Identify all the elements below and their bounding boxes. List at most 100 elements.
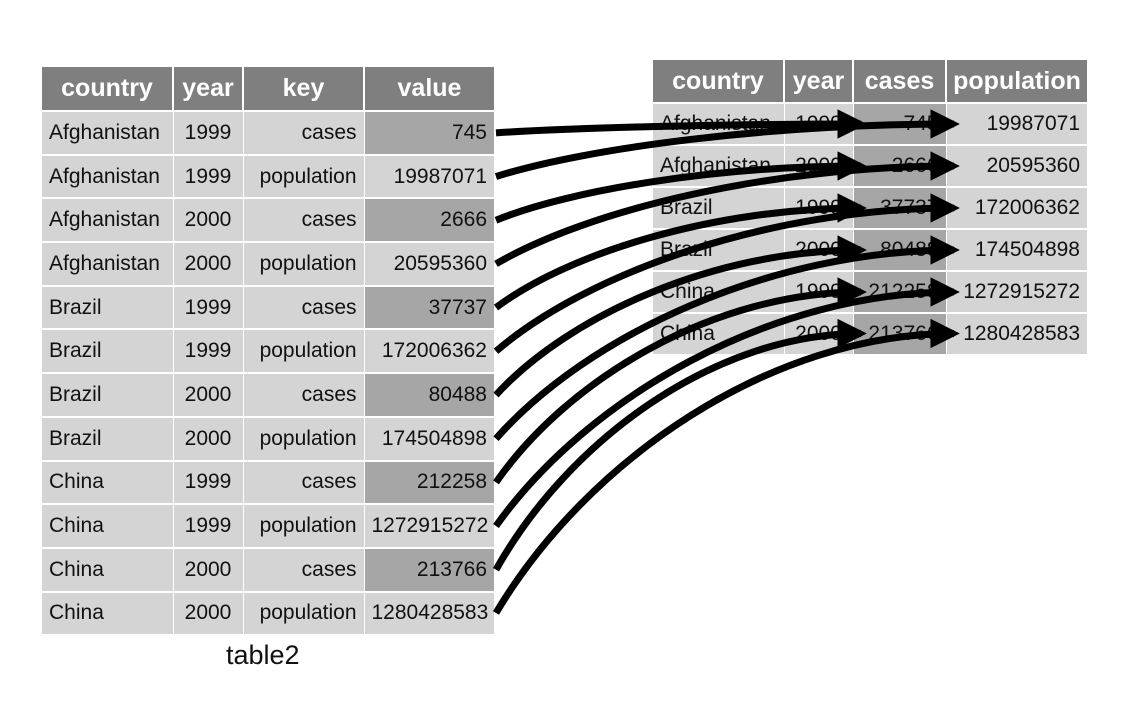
table-cell: Afghanistan (653, 102, 785, 145)
table-cell: 212258 (853, 270, 947, 313)
table-cell: 2000 (173, 197, 244, 243)
table-row: China 2000 213766 1280428583 (653, 312, 1087, 354)
table-cell: 172006362 (946, 186, 1087, 229)
table-cell: China (42, 546, 174, 592)
table-cell: population (243, 153, 365, 199)
table-cell: China (42, 590, 174, 635)
table-cell: 37737 (853, 186, 947, 229)
table-cell: Brazil (653, 186, 785, 229)
table-cell: 2000 (173, 590, 244, 635)
table-cell: 1999 (173, 459, 244, 505)
table-row: Afghanistan 2000 2666 20595360 (653, 144, 1087, 187)
table-row: China 1999 population 1272915272 (42, 503, 494, 548)
table-cell: Brazil (653, 228, 785, 271)
header-cell: cases (853, 60, 947, 103)
table-row: Afghanistan 2000 population 20595360 (42, 241, 494, 286)
table-caption: table2 (226, 640, 300, 670)
table-cell: 1272915272 (364, 503, 494, 548)
table-cell: 20595360 (364, 241, 494, 286)
table-cell: cases (243, 459, 365, 505)
table-cell: Brazil (42, 284, 174, 330)
table-cell: 2666 (853, 144, 947, 187)
table-cell: 1280428583 (364, 590, 494, 635)
table-cell: 174504898 (946, 228, 1087, 271)
table-cell: China (653, 270, 785, 313)
header-cell: year (784, 60, 854, 103)
table-cell: cases (243, 546, 365, 592)
table-cell: 745 (364, 110, 494, 155)
table-cell: Afghanistan (42, 110, 174, 155)
table-row: Afghanistan 1999 population 19987071 (42, 153, 494, 199)
table-cell: population (243, 415, 365, 461)
table-cell: China (653, 312, 785, 354)
table-cell: 2000 (784, 228, 854, 271)
table-cell: Brazil (42, 328, 174, 374)
table-cell: 2000 (784, 312, 854, 354)
table-row: China 2000 population 1280428583 (42, 590, 494, 635)
table-cell: Afghanistan (42, 197, 174, 243)
table-cell: population (243, 590, 365, 635)
header-cell: population (946, 60, 1087, 103)
table-row: China 1999 cases 212258 (42, 459, 494, 505)
table-cell: 2000 (173, 546, 244, 592)
table-cell: 1999 (173, 153, 244, 199)
header-cell: country (42, 67, 174, 111)
table-cell: 2000 (173, 241, 244, 286)
table-row: Afghanistan 2000 cases 2666 (42, 197, 494, 243)
table-row: Brazil 2000 population 174504898 (42, 415, 494, 461)
mapping-arrow (492, 318, 867, 572)
table-cell: China (42, 459, 174, 505)
table-cell: China (42, 503, 174, 548)
table-row: Brazil 2000 cases 80488 (42, 372, 494, 417)
table-cell: 2000 (784, 144, 854, 187)
tidy-table: country year cases population Afghanista… (653, 60, 1087, 354)
table-cell: 1272915272 (946, 270, 1087, 313)
table-cell: 2666 (364, 197, 494, 243)
table-cell: 37737 (364, 284, 494, 330)
header-cell: key (243, 67, 365, 111)
table-row: China 2000 cases 213766 (42, 546, 494, 592)
table-cell: 1999 (173, 284, 244, 330)
table-cell: Afghanistan (42, 241, 174, 286)
table-cell: 80488 (853, 228, 947, 271)
table-cell: 1280428583 (946, 312, 1087, 354)
table-cell: population (243, 241, 365, 286)
table-cell: cases (243, 284, 365, 330)
table-cell: 19987071 (946, 102, 1087, 145)
table-cell: 212258 (364, 459, 494, 505)
table-cell: 80488 (364, 372, 494, 417)
table-cell: 1999 (784, 102, 854, 145)
header-row: country year key value (42, 67, 494, 111)
table2: country year key value Afghanistan 1999 ca… (42, 67, 494, 635)
table-cell: 1999 (784, 186, 854, 229)
table-cell: 19987071 (364, 153, 494, 199)
table-row: Afghanistan 1999 cases 745 (42, 110, 494, 155)
table-cell: cases (243, 372, 365, 417)
table-cell: 172006362 (364, 328, 494, 374)
header-cell: year (173, 67, 244, 111)
header-cell: value (364, 67, 494, 111)
table-cell: cases (243, 110, 365, 155)
table-cell: 213766 (364, 546, 494, 592)
table-cell: Afghanistan (42, 153, 174, 199)
table-cell: cases (243, 197, 365, 243)
table-cell: 2000 (173, 372, 244, 417)
table-row: Brazil 1999 population 172006362 (42, 328, 494, 374)
table-cell: Afghanistan (653, 144, 785, 187)
table-row: Afghanistan 1999 745 19987071 (653, 102, 1087, 145)
table-cell: Brazil (42, 415, 174, 461)
table-cell: population (243, 328, 365, 374)
header-cell: country (653, 60, 785, 103)
table-cell: population (243, 503, 365, 548)
table-cell: 1999 (173, 328, 244, 374)
header-row: country year cases population (653, 60, 1087, 103)
table-cell: 213766 (853, 312, 947, 354)
table-cell: 745 (853, 102, 947, 145)
table-cell: 174504898 (364, 415, 494, 461)
table-cell: 1999 (173, 110, 244, 155)
table-row: China 1999 212258 1272915272 (653, 270, 1087, 313)
table-cell: 20595360 (946, 144, 1087, 187)
table-cell: 1999 (784, 270, 854, 313)
table-cell: 1999 (173, 503, 244, 548)
table-cell: Brazil (42, 372, 174, 417)
